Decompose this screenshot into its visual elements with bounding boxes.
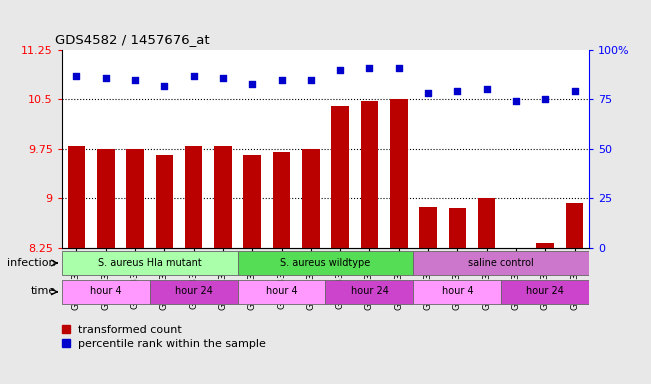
Bar	[449, 208, 466, 248]
Text: hour 24: hour 24	[350, 286, 389, 296]
Point	[364, 65, 374, 71]
Point	[423, 90, 434, 96]
Bar	[566, 203, 583, 248]
Point	[71, 73, 82, 79]
Bar	[478, 198, 495, 248]
Bar	[302, 149, 320, 248]
Bar	[326, 280, 413, 304]
Text: infection: infection	[7, 258, 55, 268]
Bar	[97, 149, 115, 248]
Point	[540, 96, 550, 103]
Bar	[68, 146, 85, 248]
Point	[276, 76, 286, 83]
Point	[481, 86, 492, 93]
Bar	[238, 251, 413, 275]
Bar	[331, 106, 349, 248]
Point	[130, 76, 140, 83]
Bar	[536, 243, 554, 248]
Bar	[62, 251, 238, 275]
Legend: transformed count, percentile rank within the sample: transformed count, percentile rank withi…	[61, 324, 266, 349]
Point	[188, 73, 199, 79]
Bar	[390, 99, 408, 248]
Point	[393, 65, 404, 71]
Text: S. aureus wildtype: S. aureus wildtype	[281, 258, 370, 268]
Bar	[273, 152, 290, 248]
Bar	[214, 146, 232, 248]
Point	[159, 83, 169, 89]
Text: hour 24: hour 24	[526, 286, 564, 296]
Point	[217, 74, 228, 81]
Bar	[413, 251, 589, 275]
Text: hour 4: hour 4	[90, 286, 122, 296]
Bar	[150, 280, 238, 304]
Bar	[238, 280, 326, 304]
Text: GDS4582 / 1457676_at: GDS4582 / 1457676_at	[55, 33, 210, 46]
Point	[247, 81, 257, 87]
Bar	[413, 280, 501, 304]
Point	[452, 88, 462, 94]
Point	[335, 67, 345, 73]
Point	[510, 98, 521, 104]
Text: S. aureus Hla mutant: S. aureus Hla mutant	[98, 258, 202, 268]
Bar	[361, 101, 378, 248]
Text: hour 4: hour 4	[266, 286, 298, 296]
Bar	[62, 280, 150, 304]
Text: hour 24: hour 24	[174, 286, 213, 296]
Point	[305, 76, 316, 83]
Point	[100, 74, 111, 81]
Bar	[185, 146, 202, 248]
Bar	[243, 156, 261, 248]
Bar	[419, 207, 437, 248]
Bar	[501, 280, 589, 304]
Bar	[126, 149, 144, 248]
Bar	[156, 156, 173, 248]
Text: saline control: saline control	[469, 258, 534, 268]
Text: time: time	[31, 286, 55, 296]
Point	[569, 88, 579, 94]
Text: hour 4: hour 4	[441, 286, 473, 296]
